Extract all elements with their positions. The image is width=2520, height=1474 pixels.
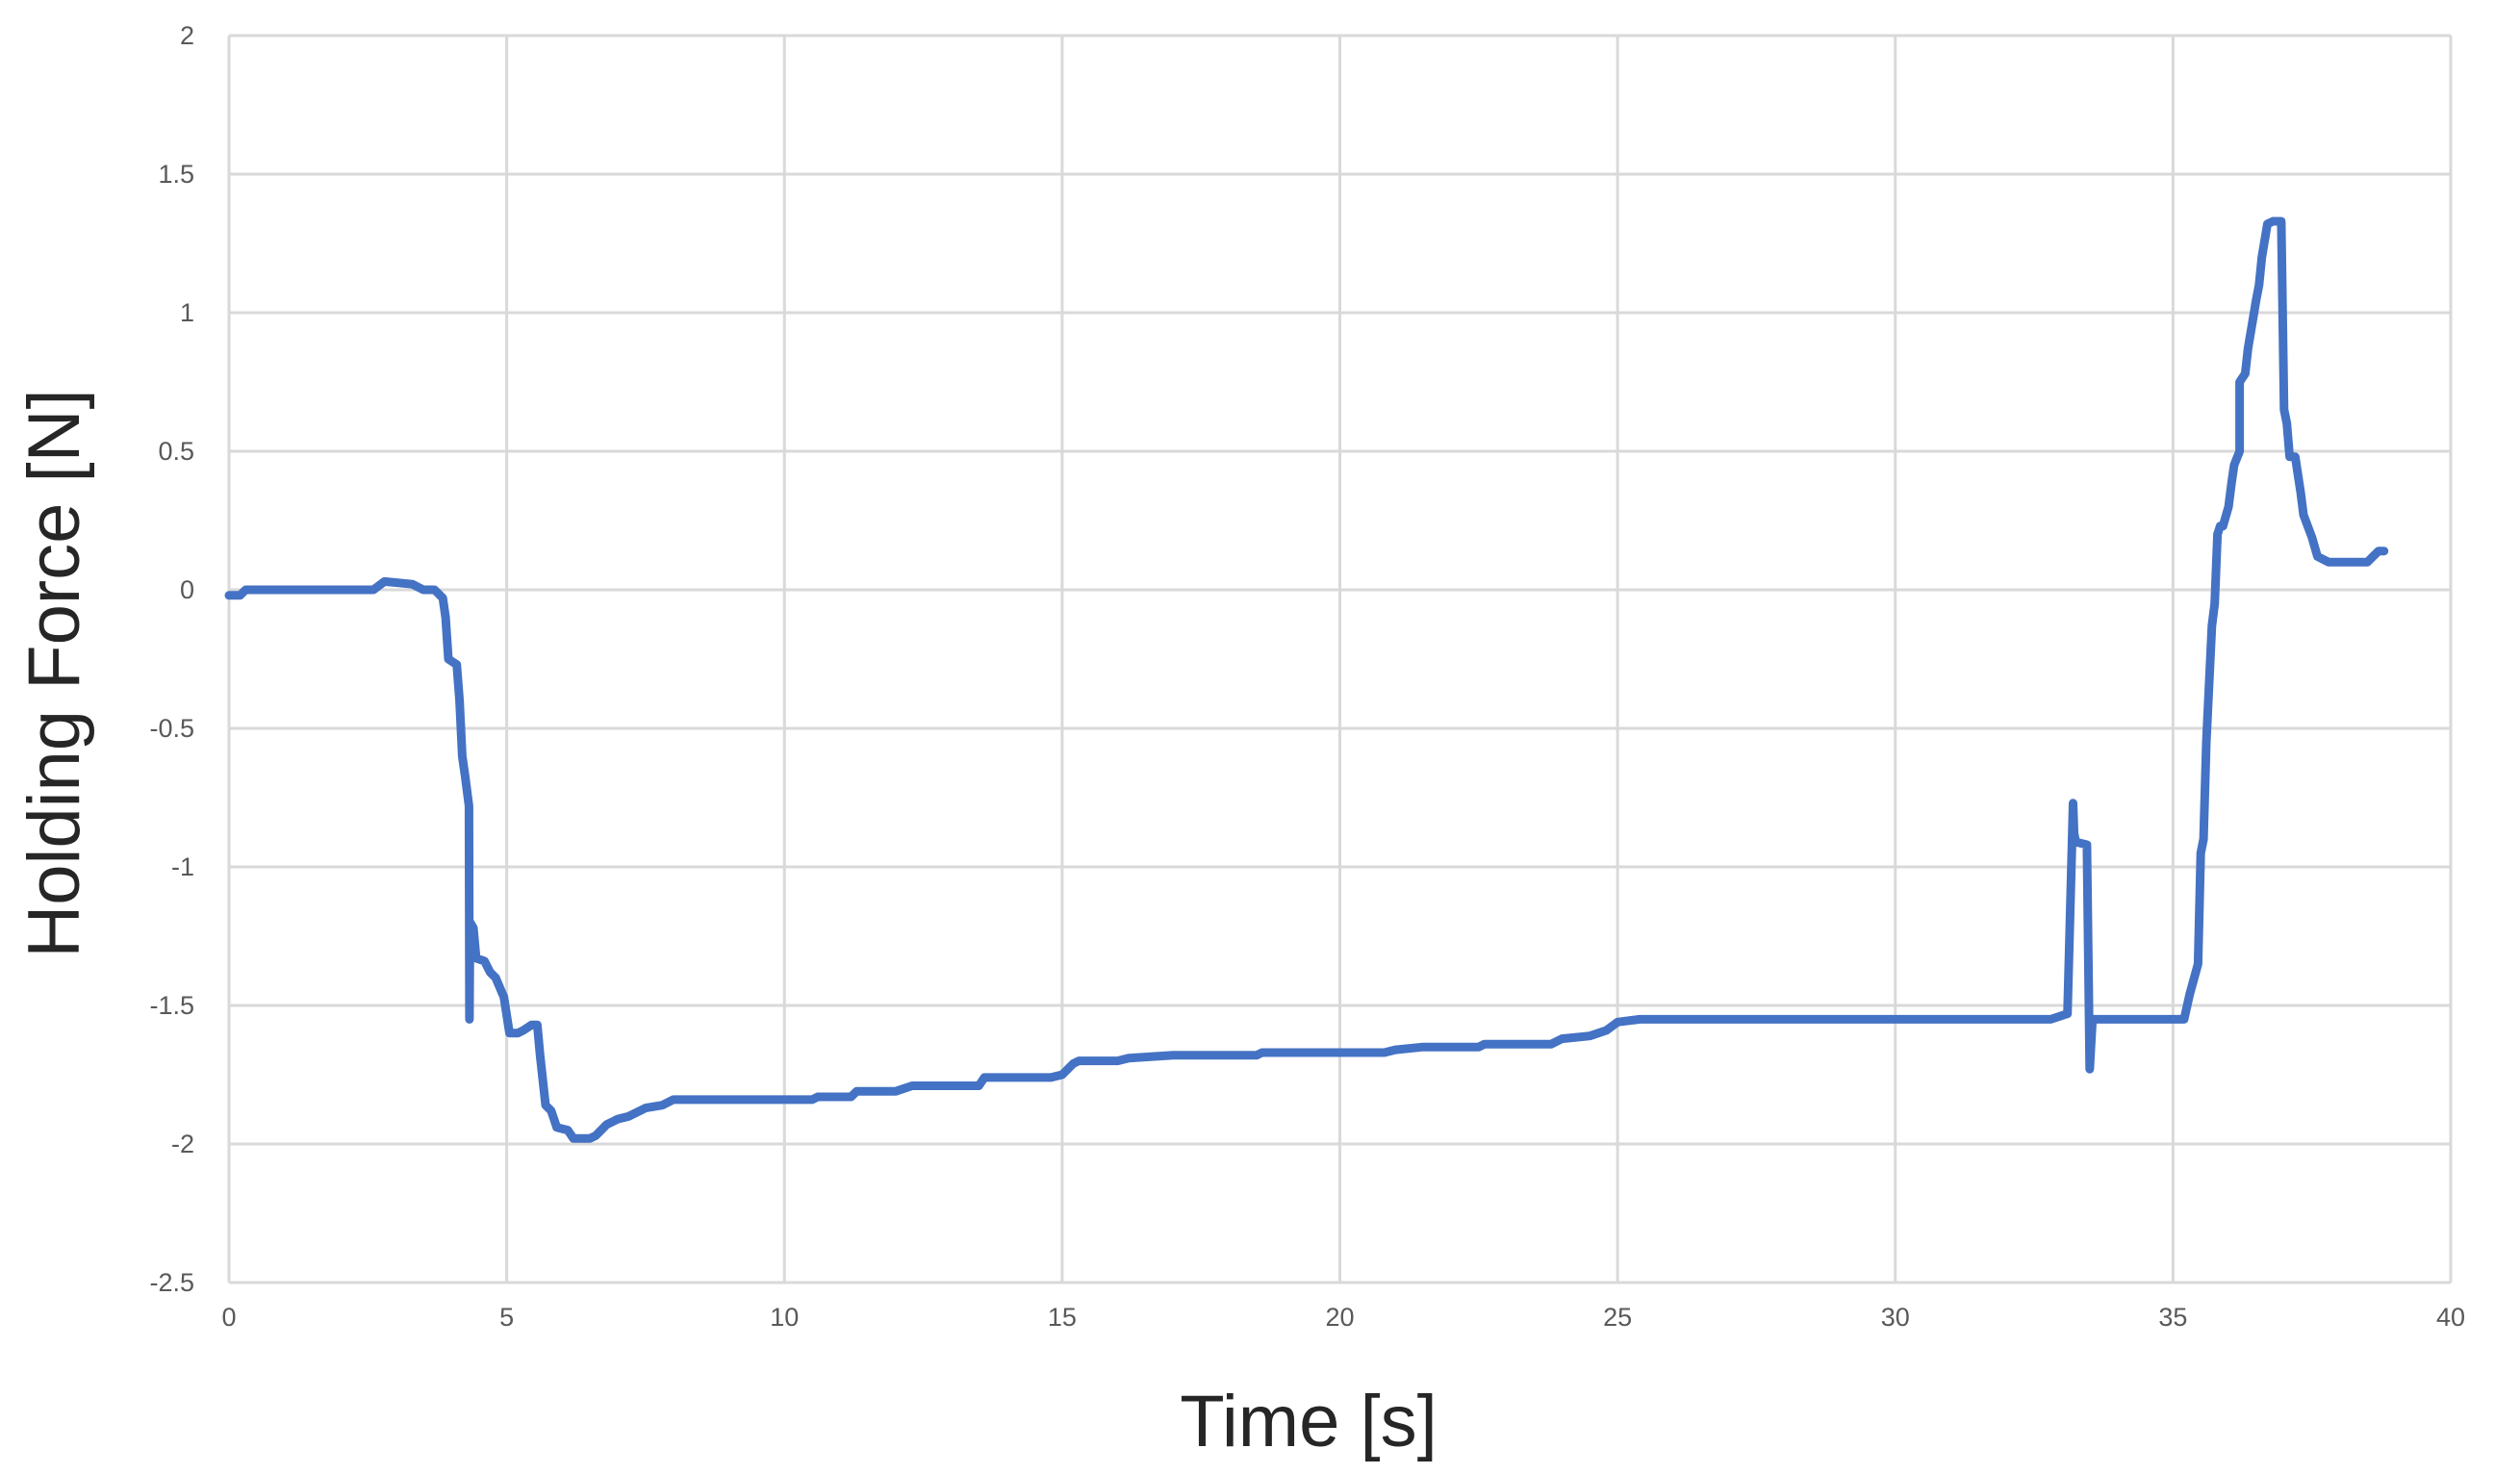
y-tick-label: -1 — [171, 852, 194, 881]
x-tick-label: 10 — [770, 1303, 799, 1332]
x-axis-title: Time [s] — [1180, 1381, 1437, 1462]
x-tick-label: 15 — [1048, 1303, 1077, 1332]
x-tick-label: 0 — [221, 1303, 236, 1332]
y-tick-label: -1.5 — [149, 991, 194, 1020]
x-tick-label: 5 — [499, 1303, 514, 1332]
x-tick-label: 25 — [1603, 1303, 1632, 1332]
y-tick-label: 1.5 — [158, 160, 194, 189]
y-tick-label: -2 — [171, 1130, 194, 1158]
x-tick-label: 40 — [2436, 1303, 2465, 1332]
holding-force-line — [224, 216, 2389, 1143]
y-tick-label: 1 — [180, 298, 194, 327]
series-layer — [224, 216, 2389, 1143]
x-tick-label: 20 — [1325, 1303, 1354, 1332]
x-tick-label: 35 — [2158, 1303, 2187, 1332]
y-tick-label: 2 — [180, 21, 194, 50]
y-tick-label: 0 — [180, 575, 194, 604]
y-tick-label: -2.5 — [149, 1268, 194, 1297]
tick-labels: 0 5 10 15 20 25 30 35 40 2 1.5 1 0.5 0 -0.5 -1 -1.5 -2 -2.… — [149, 21, 2465, 1332]
y-axis-title: Holding Force [N] — [13, 389, 95, 957]
y-tick-label: -0.5 — [149, 714, 194, 743]
y-tick-label: 0.5 — [158, 437, 194, 466]
grid-lines — [227, 34, 2453, 1284]
x-tick-label: 30 — [1881, 1303, 1910, 1332]
